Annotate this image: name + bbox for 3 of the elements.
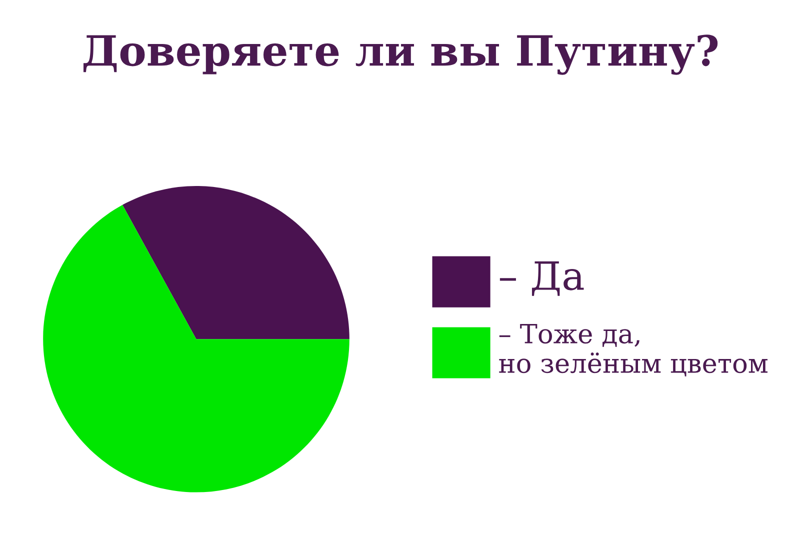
chart-title: Доверяете ли вы Путину? (83, 34, 718, 75)
legend-label: – Да (500, 261, 584, 296)
legend-label: – Тоже да, но зелёным цветом (499, 324, 768, 376)
